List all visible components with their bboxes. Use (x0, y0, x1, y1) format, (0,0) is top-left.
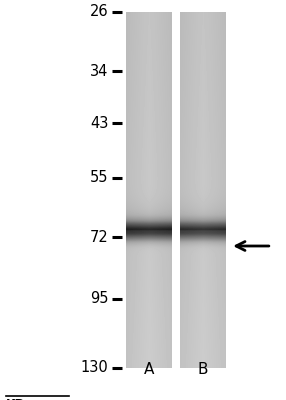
Text: B: B (198, 362, 208, 377)
Text: 34: 34 (90, 64, 109, 79)
Text: 26: 26 (90, 4, 109, 20)
Text: 95: 95 (90, 291, 109, 306)
Text: 43: 43 (90, 116, 109, 131)
Text: A: A (144, 362, 154, 377)
Text: 130: 130 (81, 360, 109, 376)
Text: 55: 55 (90, 170, 109, 185)
Text: KDa: KDa (6, 398, 34, 400)
Text: 72: 72 (90, 230, 109, 245)
